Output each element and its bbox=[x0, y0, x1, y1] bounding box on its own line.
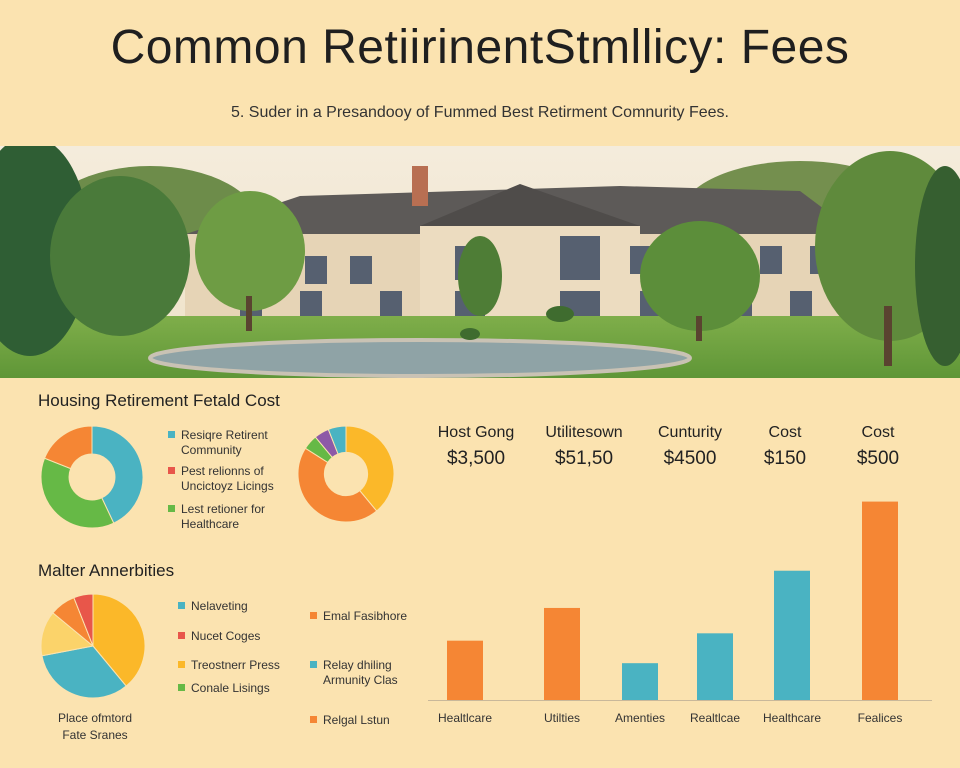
amenities-footnote: Place ofmtord Fate Sranes bbox=[57, 711, 133, 742]
legend-label: Resiqre Retirent Community bbox=[181, 428, 268, 457]
legend-swatch bbox=[310, 612, 317, 619]
amenities-legend-item: Nelaveting bbox=[178, 599, 248, 614]
pie-slice bbox=[43, 425, 93, 470]
housing-legend-item: Resiqre Retirent Community bbox=[168, 428, 268, 458]
legend-label: Relay dhiling Armunity Clas bbox=[323, 658, 398, 687]
bar bbox=[697, 633, 733, 700]
bar-header-label: Cost bbox=[861, 424, 895, 441]
legend-swatch bbox=[168, 467, 175, 474]
x-tick-label: Utilties bbox=[544, 711, 580, 725]
pie-slice bbox=[73, 593, 94, 647]
bar-header-value: $150 bbox=[763, 448, 807, 469]
pie-slice bbox=[91, 425, 144, 524]
bar-header-value: $51,50 bbox=[554, 448, 614, 469]
photo-illustration bbox=[0, 146, 960, 378]
amenities-legend-item: Relgal Lstun bbox=[310, 713, 390, 728]
fees-bar-chart: Healtlcare Utilties Amenties Realtlcae Healt… bbox=[428, 501, 932, 725]
pie-slice bbox=[345, 425, 395, 512]
bar-header: Host Gong $3,500 bbox=[426, 424, 526, 470]
bar-header: Utilitesown $51,50 bbox=[534, 424, 634, 470]
pie-slice bbox=[327, 425, 347, 455]
pie-slice bbox=[41, 645, 127, 699]
bar-header-value: $4500 bbox=[663, 448, 717, 469]
bar-header-label: Cost bbox=[768, 424, 802, 441]
pie-slice bbox=[92, 593, 146, 687]
legend-label: Conale Lisings bbox=[191, 681, 270, 695]
housing-legend-item: Pest relionns of Uncictoyz Licings bbox=[168, 464, 274, 494]
pie-slice bbox=[297, 447, 378, 523]
bar-header: Cost $150 bbox=[735, 424, 835, 470]
amenities-pie-chart bbox=[40, 593, 146, 699]
bar-header-label: Cunturity bbox=[657, 424, 723, 441]
housing-section-title: Housing Retirement Fetald Cost bbox=[38, 391, 280, 410]
bar bbox=[774, 570, 810, 700]
amenities-legend-item: Treostnerr Press bbox=[178, 658, 280, 673]
retirement-community-photo bbox=[0, 146, 960, 378]
legend-label: Relgal Lstun bbox=[323, 713, 390, 727]
bar bbox=[447, 640, 483, 700]
bar-header: Cunturity $4500 bbox=[640, 424, 740, 470]
legend-label: Pest relionns of Uncictoyz Licings bbox=[181, 464, 274, 493]
pie-slice bbox=[40, 457, 115, 529]
x-tick-label: Fealices bbox=[858, 711, 903, 725]
legend-swatch bbox=[310, 661, 317, 668]
legend-swatch bbox=[178, 661, 185, 668]
x-tick-label: Realtlcae bbox=[690, 711, 740, 725]
amenities-legend-item: Nucet Coges bbox=[178, 629, 260, 644]
page-subtitle: 5. Suder in a Presandooy of Fummed Best … bbox=[231, 104, 729, 121]
legend-swatch bbox=[310, 716, 317, 723]
bar-header: Cost $500 bbox=[828, 424, 928, 470]
bar bbox=[622, 663, 658, 700]
x-tick-label: Healthcare bbox=[763, 711, 821, 725]
legend-swatch bbox=[168, 431, 175, 438]
legend-label: Nelaveting bbox=[191, 599, 248, 613]
legend-swatch bbox=[178, 684, 185, 691]
amenities-legend-item: Conale Lisings bbox=[178, 681, 270, 696]
x-tick-label: Amenties bbox=[615, 711, 665, 725]
legend-swatch bbox=[178, 632, 185, 639]
legend-swatch bbox=[178, 602, 185, 609]
legend-label: Emal Fasibhore bbox=[323, 609, 408, 623]
secondary-donut-chart bbox=[297, 425, 395, 523]
housing-donut-chart bbox=[40, 425, 144, 529]
x-tick-label: Healtlcare bbox=[438, 711, 492, 725]
bar-header-value: $3,500 bbox=[446, 448, 506, 469]
bar bbox=[862, 501, 898, 700]
amenities-legend-item: Relay dhiling Armunity Clas bbox=[310, 658, 398, 688]
bar-header-label: Host Gong bbox=[437, 424, 515, 441]
amenities-legend-item: Emal Fasibhore bbox=[310, 609, 407, 624]
legend-label: Treostnerr Press bbox=[191, 658, 280, 672]
page-title: Common RetiirinentStmllicy: Fees bbox=[110, 21, 850, 74]
legend-swatch bbox=[168, 505, 175, 512]
legend-label: Lest retioner for Healthcare bbox=[181, 502, 266, 531]
bar-header-label: Utilitesown bbox=[545, 424, 623, 441]
bar bbox=[544, 607, 580, 700]
housing-legend-item: Lest retioner for Healthcare bbox=[168, 502, 265, 532]
legend-label: Nucet Coges bbox=[191, 629, 261, 643]
amenities-section-title: Malter Annerbities bbox=[38, 561, 175, 580]
bar-header-value: $500 bbox=[856, 448, 900, 469]
